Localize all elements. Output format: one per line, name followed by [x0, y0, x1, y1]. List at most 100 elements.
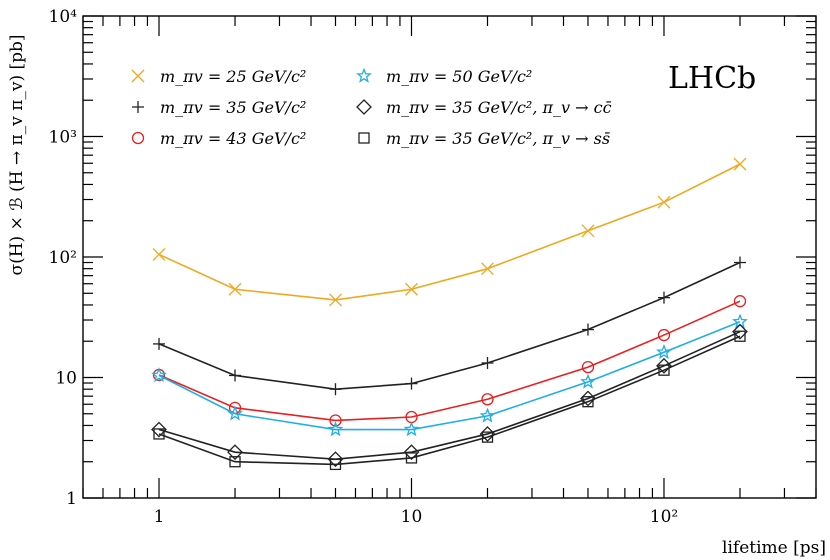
data-point	[329, 414, 342, 427]
data-point	[733, 295, 747, 308]
data-point	[403, 444, 420, 461]
data-point	[733, 157, 747, 171]
data-point	[358, 132, 370, 144]
data-point	[403, 421, 420, 437]
square-marker	[658, 364, 670, 376]
y-tick-label: 1	[66, 489, 77, 509]
data-point	[229, 369, 242, 382]
circle-marker	[481, 393, 494, 406]
circle-marker	[581, 360, 595, 374]
square-marker	[229, 456, 241, 468]
diamond-marker	[656, 357, 672, 374]
data-point	[658, 364, 670, 376]
square-marker	[153, 428, 165, 440]
data-point	[131, 131, 145, 145]
data-point	[481, 356, 494, 369]
star-marker	[327, 421, 344, 437]
data-point	[581, 360, 595, 374]
data-point	[733, 256, 746, 269]
data-point	[732, 323, 748, 340]
data-point	[227, 444, 243, 461]
diamond-marker	[227, 444, 243, 461]
data-point	[228, 282, 242, 296]
diamond-marker	[356, 99, 372, 115]
data-point	[153, 337, 166, 350]
x-marker-stroke	[329, 293, 342, 307]
series-3	[152, 295, 747, 427]
x-marker-stroke	[228, 282, 242, 296]
legend-entry: m_πv = 35 GeV/c²	[132, 98, 306, 117]
series-line	[158, 300, 741, 422]
data-point	[656, 357, 672, 374]
data-point	[329, 383, 342, 396]
y-tick-label: 10³	[49, 128, 77, 148]
data-point	[405, 282, 418, 296]
x-marker-stroke	[657, 195, 671, 209]
x-marker-stroke	[405, 282, 418, 296]
circle-marker	[657, 328, 671, 342]
legend: m_πv = 25 GeV/c² m_πv = 35 GeV/c² m_πv = 4…	[131, 67, 612, 148]
data-point	[581, 224, 595, 238]
data-point	[481, 431, 494, 443]
circle-marker	[329, 414, 342, 427]
series-group	[151, 157, 748, 471]
data-point	[481, 393, 494, 406]
y-tick-label: 10	[55, 369, 77, 389]
series-2	[153, 256, 746, 396]
diamond-marker	[151, 421, 167, 438]
legend-entry: m_πv = 35 GeV/c², π_v → ss̄	[358, 129, 610, 148]
circle-marker	[733, 295, 747, 308]
data-point	[734, 330, 746, 342]
data-point	[329, 293, 342, 307]
y-tick-label: 10²	[49, 248, 77, 268]
data-point	[405, 377, 418, 390]
data-point	[356, 67, 372, 83]
series-line	[158, 163, 741, 301]
data-point	[656, 343, 672, 359]
series-4	[151, 313, 748, 437]
star-marker	[479, 407, 496, 423]
data-point	[580, 373, 596, 389]
legend-label: m_πv = 35 GeV/c²	[160, 98, 306, 117]
data-point	[327, 421, 344, 437]
x-marker-stroke	[581, 224, 595, 238]
legend-entry: m_πv = 43 GeV/c²	[131, 129, 306, 148]
y-axis-title: σ(H) × ℬ (H → π_v π_v) [pb]	[7, 34, 27, 275]
x-marker-stroke	[733, 157, 747, 171]
data-point	[151, 367, 167, 383]
diamond-marker	[732, 323, 748, 340]
data-point	[329, 458, 342, 471]
series-line	[158, 330, 741, 460]
axes: 1 10 10² 1 10 10² 10³ 10⁴	[49, 7, 817, 527]
lhcb-label: LHCb	[668, 61, 756, 96]
data-point	[327, 451, 344, 468]
square-marker	[481, 431, 494, 443]
x-tick-label: 1	[154, 507, 165, 527]
legend-entry: m_πv = 35 GeV/c², π_v → cc̄	[356, 98, 612, 117]
x-marker-stroke	[481, 262, 494, 276]
data-point	[582, 396, 594, 408]
legend-label: m_πv = 25 GeV/c²	[160, 67, 306, 86]
square-marker	[405, 452, 418, 464]
square-marker	[329, 458, 342, 471]
legend-label: m_πv = 35 GeV/c², π_v → cc̄	[386, 98, 612, 117]
x-axis-title: lifetime [ps]	[722, 538, 826, 558]
x-tick-label: 10²	[650, 507, 678, 527]
y-tick-label: 10⁴	[49, 7, 78, 27]
x-tick-label: 10	[401, 507, 423, 527]
x-marker-stroke	[131, 69, 145, 83]
square-marker	[582, 396, 594, 408]
data-point	[479, 407, 496, 423]
data-point	[132, 101, 144, 113]
data-point	[657, 291, 670, 304]
x-marker-stroke	[152, 247, 166, 261]
star-marker	[227, 405, 243, 421]
data-point	[131, 69, 145, 83]
data-point	[229, 456, 241, 468]
series-line	[158, 321, 741, 431]
data-point	[356, 99, 372, 115]
star-marker	[580, 373, 596, 389]
square-marker	[734, 330, 746, 342]
legend-entry: m_πv = 50 GeV/c²	[356, 67, 532, 86]
